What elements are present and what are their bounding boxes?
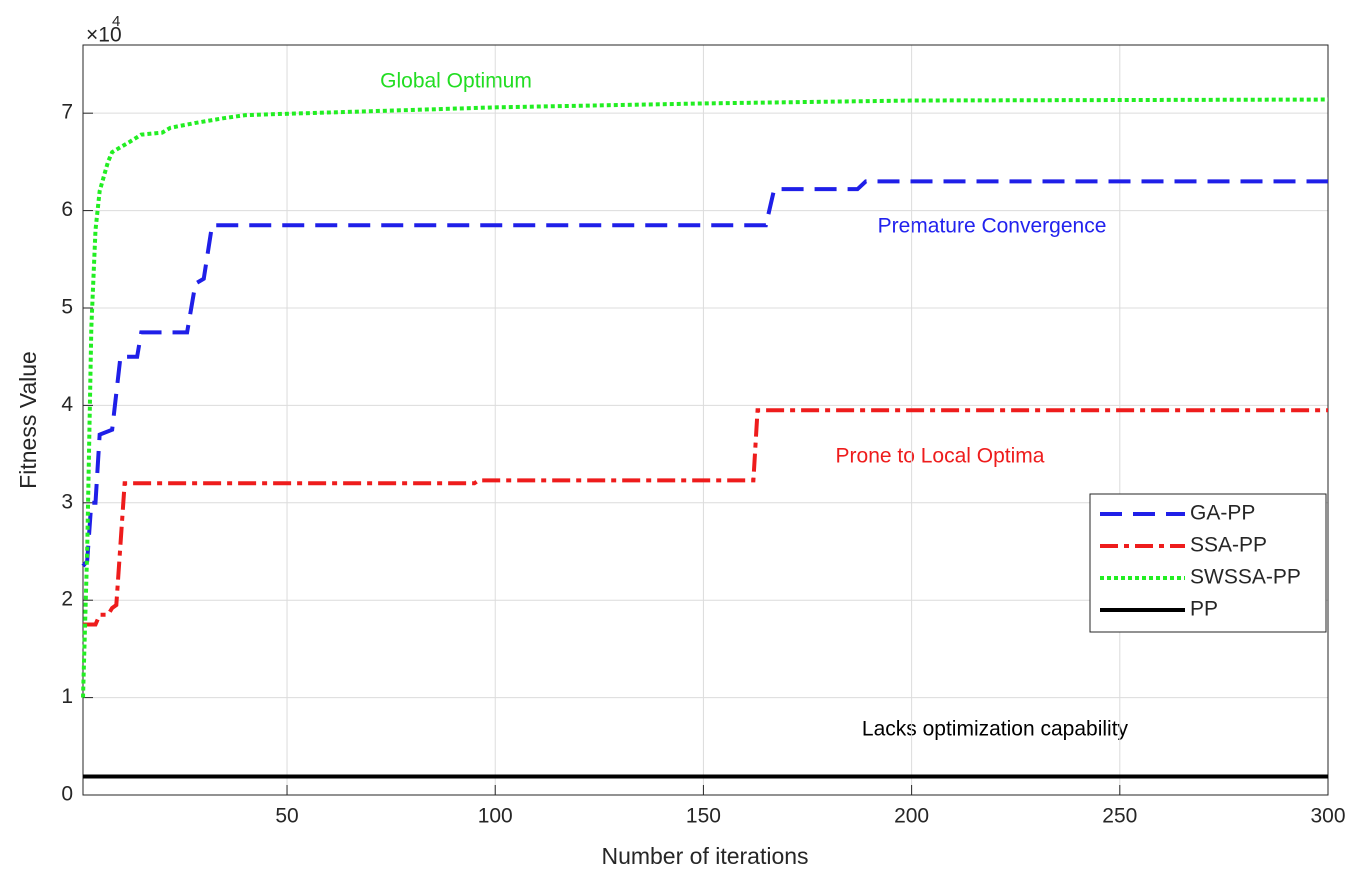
series-line <box>81 97 1329 698</box>
axes-box <box>82 44 1329 796</box>
y-tick-label: 3 <box>61 490 73 513</box>
y-tick-label: 6 <box>61 198 73 221</box>
legend-label: GA-PP <box>1190 502 1255 525</box>
x-tick-label: 100 <box>478 805 513 828</box>
plot-area <box>83 45 1328 795</box>
y-tick-label: 4 <box>61 393 73 416</box>
x-axis-label: Number of iterations <box>601 843 808 869</box>
annotation: Prone to Local Optima <box>836 445 1045 468</box>
y-tick-label: 5 <box>61 296 73 319</box>
y-tick-label: 7 <box>61 101 73 124</box>
y-multiplier-base: ×10 <box>86 24 122 47</box>
x-tick-label: 150 <box>686 805 721 828</box>
x-tick-label: 50 <box>275 805 298 828</box>
annotation: Lacks optimization capability <box>862 718 1129 741</box>
series-line <box>83 408 1328 627</box>
x-tick-label: 200 <box>894 805 929 828</box>
y-tick-label: 0 <box>61 783 73 806</box>
y-axis-label: Fitness Value <box>15 351 41 489</box>
y-tick-label: 1 <box>61 685 73 708</box>
y-tick-label: 2 <box>61 588 73 611</box>
x-tick-label: 300 <box>1310 805 1345 828</box>
legend-label: SWSSA-PP <box>1190 566 1301 589</box>
annotation: Premature Convergence <box>878 215 1107 238</box>
y-multiplier-power: 4 <box>112 13 120 30</box>
legend-label: PP <box>1190 598 1218 621</box>
legend-label: SSA-PP <box>1190 534 1267 557</box>
x-tick-label: 250 <box>1102 805 1137 828</box>
annotation: Global Optimum <box>380 70 532 93</box>
series-line <box>81 179 1328 568</box>
